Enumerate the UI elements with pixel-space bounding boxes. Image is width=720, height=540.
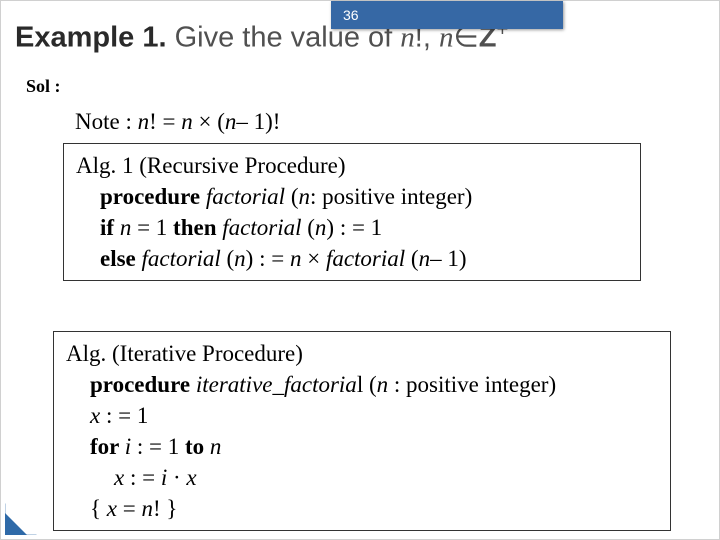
note-n3: n [225,109,237,134]
alg1-line3: if n = 1 then factorial (n) : = 1 [100,212,628,243]
algorithm-2-box: Alg. (Iterative Procedure) procedure ite… [53,331,671,531]
alg1-line1: Alg. 1 (Recursive Procedure) [76,150,628,181]
alg1-line4: else factorial (n) : = n × factorial (n–… [100,243,628,274]
page-number-tab: 36 [331,1,563,29]
sol-label: Sol : [26,76,61,97]
title-label: Example 1. [15,22,167,54]
alg1-line2: procedure factorial (n: positive integer… [100,181,628,212]
alg2-line6: { x = n! } [90,493,658,524]
note-prefix: Note : [75,109,138,134]
note-line: Note : n! = n × (n– 1)! [75,109,280,135]
alg2-line5: x : = i · x [114,462,658,493]
note-minus: – 1)! [236,109,280,134]
alg2-line4: for i : = 1 to n [90,431,658,462]
note-n2: n [181,109,193,134]
algorithm-1-box: Alg. 1 (Recursive Procedure) procedure f… [63,143,641,281]
alg2-line2: procedure iterative_factorial (n : posit… [90,369,658,400]
note-n1: n [138,109,150,134]
alg2-line1: Alg. (Iterative Procedure) [66,338,658,369]
slide: 36 Example 1. Give the value of n!, n∈Z+… [0,0,720,540]
note-times: × ( [193,109,225,134]
page-number: 36 [343,7,359,23]
alg2-line3: x : = 1 [90,400,658,431]
note-b2: ! = [149,109,181,134]
